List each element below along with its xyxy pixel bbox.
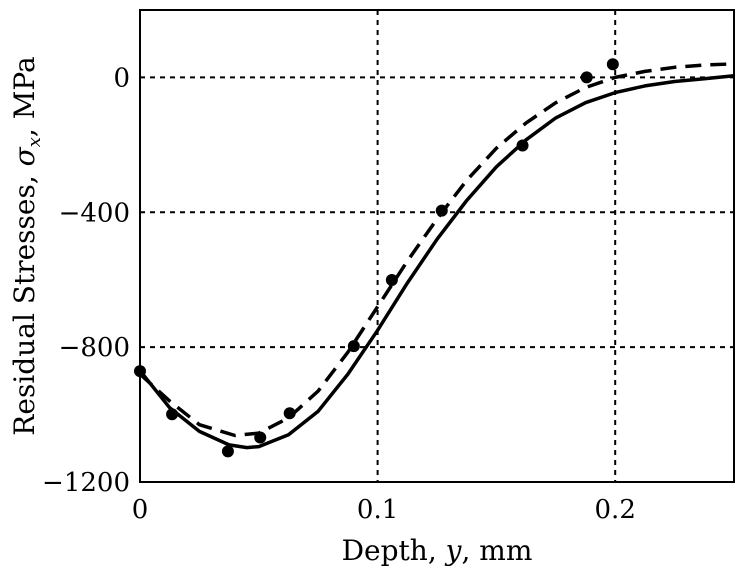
data-points — [134, 58, 619, 458]
grid — [140, 10, 734, 482]
data-point — [254, 431, 267, 444]
data-point — [606, 58, 619, 71]
curves — [138, 62, 735, 450]
x-tick-label: 0 — [132, 495, 149, 525]
y-tick-label: −400 — [59, 198, 130, 228]
data-point — [283, 407, 296, 420]
dashed-curve — [138, 62, 735, 438]
ticks: 0 0.1 0.2 0 −400 −800 −1200 — [42, 63, 636, 525]
x-tick-label: 0.1 — [357, 495, 398, 525]
y-tick-label: −800 — [59, 333, 130, 363]
data-point — [347, 340, 360, 353]
x-axis-label: Depth, y, mm — [342, 534, 533, 567]
y-axis-label: Residual Stresses, σx, MPa — [8, 56, 45, 435]
data-point — [516, 139, 529, 152]
data-point — [385, 274, 398, 287]
y-tick-label: 0 — [113, 63, 130, 93]
data-point — [166, 408, 179, 421]
plot-frame — [139, 9, 735, 483]
data-point — [580, 71, 593, 84]
solid-curve — [138, 73, 735, 450]
data-point — [435, 204, 448, 217]
data-point — [221, 445, 234, 458]
x-tick-label: 0.2 — [595, 495, 636, 525]
y-tick-label: −1200 — [42, 468, 130, 498]
